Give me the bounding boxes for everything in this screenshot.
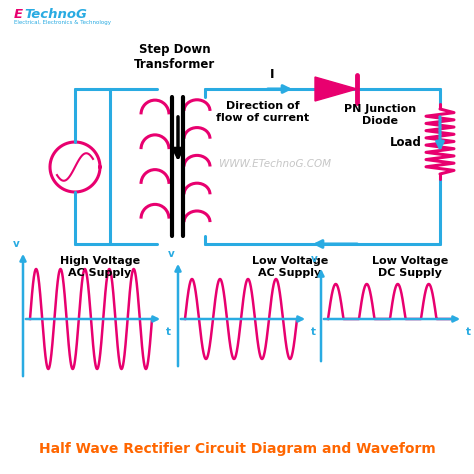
Text: Half Wave Rectifier Circuit Diagram and Waveform: Half Wave Rectifier Circuit Diagram and … (38, 442, 436, 456)
Text: High Voltage
AC Supply: High Voltage AC Supply (60, 256, 140, 278)
Text: Direction of
flow of current: Direction of flow of current (217, 101, 310, 123)
Text: E: E (14, 8, 23, 21)
Polygon shape (315, 77, 357, 101)
Text: I: I (270, 68, 274, 81)
Text: Step Down
Transformer: Step Down Transformer (134, 43, 216, 71)
Text: t: t (165, 327, 171, 337)
Text: Load: Load (390, 136, 422, 148)
Text: v: v (13, 239, 19, 249)
Text: TechnoG: TechnoG (24, 8, 87, 21)
Text: PN Junction
Diode: PN Junction Diode (344, 104, 416, 126)
Text: Low Voltage
AC Supply: Low Voltage AC Supply (252, 256, 328, 278)
Text: t: t (310, 327, 316, 337)
Text: v: v (168, 249, 174, 259)
Text: WWW.ETechnoG.COM: WWW.ETechnoG.COM (219, 159, 331, 169)
Text: Low Voltage
DC Supply: Low Voltage DC Supply (372, 256, 448, 278)
Text: v: v (310, 254, 318, 264)
Text: t: t (465, 327, 471, 337)
Text: Electrical, Electronics & Technology: Electrical, Electronics & Technology (14, 20, 111, 25)
